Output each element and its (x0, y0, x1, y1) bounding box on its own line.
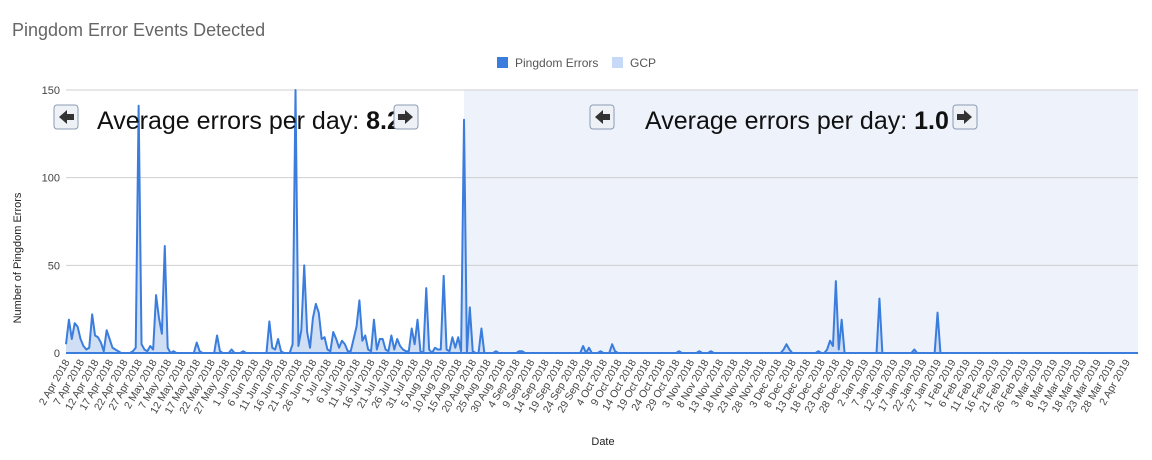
y-tick-label: 100 (42, 173, 60, 185)
legend-label-pingdom: Pingdom Errors (515, 56, 598, 70)
next-period-button-left[interactable] (393, 104, 419, 130)
y-axis-label: Number of Pingdom Errors (12, 192, 24, 323)
avg-errors-right: Average errors per day: 1.0 (645, 107, 949, 135)
next-period-button-right[interactable] (952, 104, 978, 130)
y-tick-label: 150 (42, 85, 60, 97)
avg-errors-left: Average errors per day: 8.2 (97, 107, 401, 135)
x-axis-label: Date (591, 436, 614, 448)
legend-swatch-gcp (612, 57, 623, 68)
avg-errors-left-label: Average errors per day: (97, 107, 359, 135)
y-tick-label: 0 (54, 348, 60, 360)
avg-errors-right-label: Average errors per day: (645, 107, 907, 135)
gridlines (66, 89, 1138, 266)
left-arrow-icon (595, 110, 610, 124)
y-tick-label: 50 (48, 260, 60, 272)
chart-title: Pingdom Error Events Detected (12, 20, 266, 40)
avg-errors-right-value: 1.0 (914, 107, 949, 135)
prev-period-button-right[interactable] (589, 104, 615, 130)
gcp-region (464, 90, 1138, 353)
legend-swatch-pingdom (497, 57, 508, 68)
prev-period-button-left[interactable] (53, 104, 79, 130)
left-arrow-icon (59, 110, 74, 124)
legend[interactable]: Pingdom Errors GCP (497, 56, 656, 70)
right-arrow-icon (398, 110, 413, 124)
y-axis-ticks: 0 50 100 150 (42, 85, 60, 360)
right-arrow-icon (957, 110, 972, 124)
legend-label-gcp: GCP (630, 56, 656, 70)
